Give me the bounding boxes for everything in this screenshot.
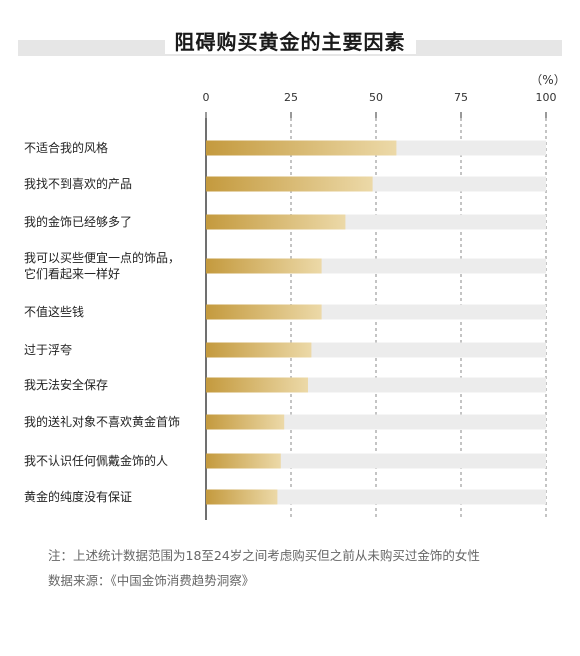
bar <box>206 304 322 320</box>
category-label: 我可以买些便宜一点的饰品，它们看起来一样好 <box>24 250 180 281</box>
bar <box>206 258 322 274</box>
category-label: 过于浮夸 <box>24 343 72 357</box>
bar <box>206 489 278 505</box>
bar-track <box>206 453 546 469</box>
source-line: 数据来源：《中国金饰消费趋势洞察》 <box>48 573 255 588</box>
bar-track <box>206 414 546 430</box>
bar <box>206 342 312 358</box>
bar <box>206 214 346 230</box>
bar <box>206 414 285 430</box>
note-line-1: 注：上述统计数据范围为18至24岁之间考虑购买但之前从未购买过金饰的女性 <box>48 548 480 563</box>
category-label: 我不认识任何佩戴金饰的人 <box>24 453 168 468</box>
chart-title: 阻碍购买黄金的主要因素 <box>164 30 416 54</box>
x-tick-label: 25 <box>284 91 298 104</box>
category-label: 黄金的纯度没有保证 <box>24 489 132 504</box>
category-label: 不值这些钱 <box>24 304 84 319</box>
bar <box>206 377 308 393</box>
bar <box>206 140 397 156</box>
category-label: 我的金饰已经够多了 <box>24 214 132 229</box>
category-label: 我的送礼对象不喜欢黄金首饰 <box>24 414 180 429</box>
bar <box>206 453 281 469</box>
category-label: 不适合我的风格 <box>24 140 108 155</box>
bar <box>206 176 373 192</box>
x-tick-label: 100 <box>536 91 557 104</box>
x-tick-label: 0 <box>203 91 210 104</box>
x-tick-label: 50 <box>369 91 383 104</box>
unit-label: （%） <box>530 73 565 87</box>
category-label: 我找不到喜欢的产品 <box>24 176 132 191</box>
chart-title-wrap: 阻碍购买黄金的主要因素 <box>0 26 580 55</box>
category-label: 我无法安全保存 <box>24 377 108 392</box>
bar-track <box>206 489 546 505</box>
x-tick-label: 75 <box>454 91 468 104</box>
